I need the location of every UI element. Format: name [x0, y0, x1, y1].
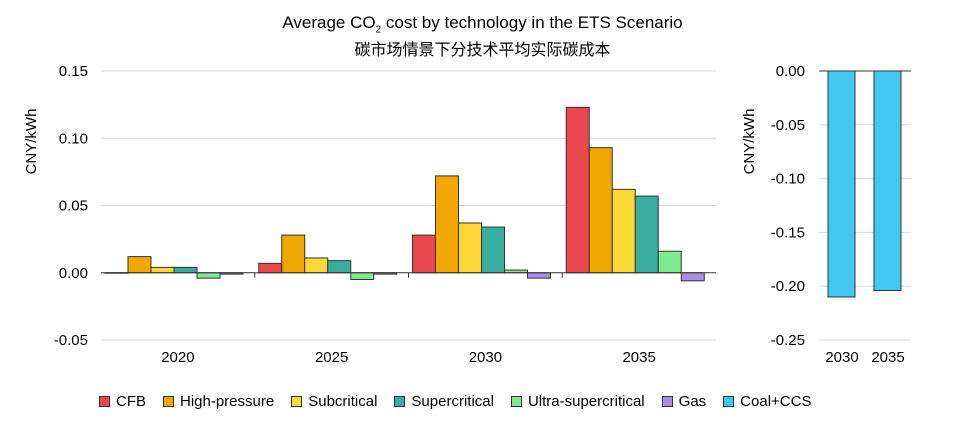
- legend-label: Subcritical: [308, 393, 378, 410]
- main-bar-subcritical-2025: [304, 257, 329, 274]
- chart-title: Average CO2 cost by technology in the ET…: [282, 13, 683, 36]
- chart-title-chinese: 碳市场情景下分技术平均实际碳成本: [354, 40, 611, 59]
- ccs-y-tick-label: -0.10: [771, 171, 805, 188]
- main-bar-cfb-2025: [258, 262, 283, 274]
- legend-label: High-pressure: [180, 393, 275, 410]
- ccs-y-tick-label: -0.15: [771, 224, 805, 241]
- main-bar-subcritical-2035: [611, 188, 636, 274]
- ccs-y-tick-label: -0.25: [771, 332, 805, 349]
- legend-swatch: [661, 396, 673, 407]
- main-bar-cfb-2035: [565, 106, 590, 274]
- main-x-tick-label: 2025: [315, 349, 348, 366]
- main-y-axis-label: CNY/kWh: [23, 109, 40, 175]
- main-bar-high-pressure-2020: [127, 256, 152, 274]
- legend-item-cfb: CFB: [99, 393, 146, 410]
- main-x-tick-label: 2030: [469, 349, 502, 366]
- main-bar-high-pressure-2030: [435, 175, 459, 274]
- legend-label: Ultra-supercritical: [527, 393, 645, 410]
- main-bar-high-pressure-2025: [281, 234, 306, 274]
- legend-label: CFB: [116, 393, 146, 410]
- main-bar-cfb-2030: [412, 234, 436, 274]
- ccs-y-tick-label: 0.00: [776, 63, 805, 80]
- legend-item-subcritical: Subcritical: [291, 393, 377, 410]
- main-bar-subcritical-2020: [150, 266, 175, 274]
- legend-swatch: [99, 396, 110, 407]
- ccs-y-axis-label: CNY/kWh: [741, 109, 758, 175]
- main-bar-high-pressure-2035: [588, 147, 613, 274]
- main-bar-supercritical-2030: [481, 226, 505, 274]
- main-y-tick-label: 0.15: [59, 63, 88, 80]
- legend-item-supercritical: Supercritical: [394, 393, 494, 410]
- main-bar-subcritical-2030: [458, 222, 482, 274]
- legend-swatch: [723, 396, 735, 407]
- legend-label: Coal+CCS: [740, 393, 812, 410]
- legend-swatch: [291, 396, 303, 407]
- legend: CFB High-pressure Subcritical Supercriti…: [99, 393, 828, 410]
- main-bar-ultra-supercritical-2020: [196, 272, 221, 279]
- main-y-tick-label: 0.00: [59, 265, 88, 282]
- main-bar-gas-2030: [527, 272, 551, 279]
- legend-label: Gas: [678, 393, 707, 410]
- main-y-tick-label: 0.10: [59, 130, 88, 147]
- main-y-tick-label: 0.05: [59, 198, 88, 215]
- main-bar-ultra-supercritical-2035: [657, 250, 682, 274]
- ccs-y-tick-label: -0.20: [771, 278, 805, 295]
- legend-item-gas: Gas: [661, 393, 707, 410]
- legend-swatch: [510, 396, 522, 407]
- main-bar-supercritical-2035: [634, 195, 659, 274]
- main-y-tick-label: -0.05: [54, 332, 88, 349]
- ccs-x-tick-label: 2030: [825, 349, 858, 366]
- legend-item-ultra-supercritical: Ultra-supercritical: [510, 393, 645, 410]
- main-bar-supercritical-2020: [173, 266, 198, 274]
- legend-swatch: [163, 396, 174, 407]
- main-bar-ultra-supercritical-2025: [350, 272, 375, 280]
- main-bar-gas-2035: [680, 272, 705, 282]
- ccs-x-tick-label: 2035: [871, 349, 904, 366]
- legend-item-coal-ccs: Coal+CCS: [723, 393, 811, 410]
- chart-area: -0.05 0.00 0.05 0.10 0.15 CNY/kWh 2020 2025 2030…: [23, 63, 911, 366]
- main-x-tick-label: 2035: [622, 349, 655, 366]
- main-x-tick-label: 2020: [161, 349, 194, 366]
- legend-item-high-pressure: High-pressure: [163, 393, 274, 410]
- legend-swatch: [394, 396, 406, 407]
- ccs-bar-coal-ccs-2030: [827, 70, 856, 298]
- main-bar-supercritical-2025: [327, 260, 352, 274]
- ccs-bar-coal-ccs-2035: [873, 70, 902, 292]
- legend-label: Supercritical: [411, 393, 494, 410]
- ccs-y-tick-label: -0.05: [771, 117, 805, 134]
